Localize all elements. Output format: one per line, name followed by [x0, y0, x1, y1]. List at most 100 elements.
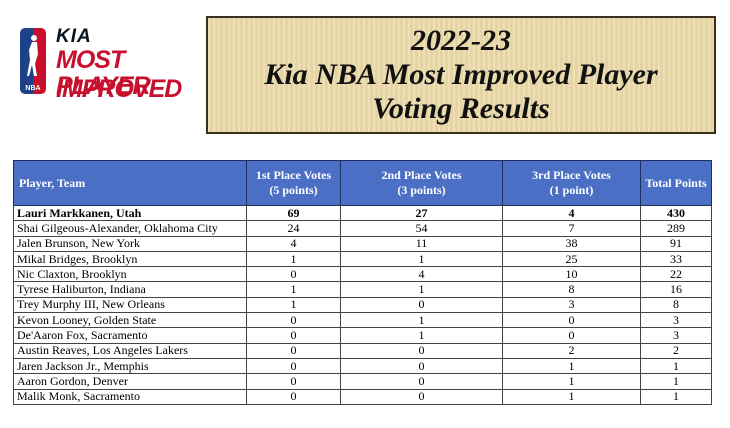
table-row: Tyrese Haliburton, Indiana 1 1 8 16 [13, 281, 712, 298]
table-row: Shai Gilgeous-Alexander, Oklahoma City 24… [13, 220, 712, 237]
table-row: Nic Claxton, Brooklyn 0 4 10 22 [13, 266, 712, 283]
cell-second: 1 [340, 281, 503, 298]
header-first-place-points: (5 points) [269, 183, 318, 197]
cell-second: 1 [340, 327, 503, 344]
title-subtitle: Voting Results [372, 92, 550, 125]
table-row: Austin Reaves, Los Angeles Lakers 0 0 2 2 [13, 342, 712, 359]
cell-player: Jaren Jackson Jr., Memphis [13, 357, 247, 375]
voting-results-table: Player, Team 1st Place Votes (5 points) … [13, 160, 712, 405]
logo-line-player: PLAYER [56, 72, 151, 100]
cell-total: 33 [640, 250, 712, 268]
cell-total: 22 [640, 266, 712, 283]
cell-first: 24 [246, 220, 341, 237]
cell-second: 27 [340, 204, 503, 222]
cell-total: 1 [640, 373, 712, 390]
cell-first: 1 [246, 296, 341, 314]
header-first-place: 1st Place Votes (5 points) [246, 160, 341, 206]
cell-second: 0 [340, 373, 503, 390]
cell-first: 0 [246, 266, 341, 283]
cell-third: 8 [502, 281, 641, 298]
cell-second: 0 [340, 342, 503, 359]
cell-first: 0 [246, 357, 341, 375]
cell-player: De'Aaron Fox, Sacramento [13, 327, 247, 344]
cell-first: 0 [246, 388, 341, 405]
kia-logo-text: KIA [56, 26, 92, 47]
cell-third: 4 [502, 204, 641, 222]
cell-first: 69 [246, 204, 341, 222]
cell-third: 3 [502, 296, 641, 314]
cell-total: 8 [640, 296, 712, 314]
cell-first: 0 [246, 373, 341, 390]
cell-total: 3 [640, 327, 712, 344]
cell-player: Trey Murphy III, New Orleans [13, 296, 247, 314]
cell-second: 0 [340, 357, 503, 375]
nba-logo-icon: NBA [20, 28, 46, 94]
cell-first: 1 [246, 250, 341, 268]
header-player-team: Player, Team [13, 160, 247, 206]
header-first-place-label: 1st Place Votes [255, 168, 332, 182]
cell-third: 7 [502, 220, 641, 237]
cell-first: 0 [246, 327, 341, 344]
title-award: Kia NBA Most Improved Player [264, 58, 658, 91]
table-row: Malik Monk, Sacramento 0 0 1 1 [13, 388, 712, 405]
cell-third: 2 [502, 342, 641, 359]
table-row: Lauri Markkanen, Utah 69 27 4 430 [13, 204, 712, 222]
cell-third: 1 [502, 373, 641, 390]
cell-first: 0 [246, 312, 341, 329]
cell-first: 4 [246, 235, 341, 252]
cell-total: 91 [640, 235, 712, 252]
cell-player: Jalen Brunson, New York [13, 235, 247, 252]
cell-player: Nic Claxton, Brooklyn [13, 266, 247, 283]
cell-third: 1 [502, 388, 641, 405]
cell-total: 3 [640, 312, 712, 329]
header-second-place-label: 2nd Place Votes [381, 168, 462, 182]
table-row: De'Aaron Fox, Sacramento 0 1 0 3 [13, 327, 712, 344]
cell-second: 0 [340, 296, 503, 314]
cell-second: 11 [340, 235, 503, 252]
cell-player: Shai Gilgeous-Alexander, Oklahoma City [13, 220, 247, 237]
table-body: Lauri Markkanen, Utah 69 27 4 430 Shai Gilgeo… [13, 204, 712, 405]
header-total-points: Total Points [640, 160, 712, 206]
header-third-place-label: 3rd Place Votes [532, 168, 611, 182]
cell-player: Austin Reaves, Los Angeles Lakers [13, 342, 247, 359]
header-third-place-points: (1 point) [549, 183, 594, 197]
cell-player: Kevon Looney, Golden State [13, 312, 247, 329]
header-second-place: 2nd Place Votes (3 points) [340, 160, 503, 206]
cell-total: 2 [640, 342, 712, 359]
cell-player: Lauri Markkanen, Utah [13, 204, 247, 222]
cell-total: 16 [640, 281, 712, 298]
cell-player: Tyrese Haliburton, Indiana [13, 281, 247, 298]
header-third-place: 3rd Place Votes (1 point) [502, 160, 641, 206]
cell-third: 0 [502, 327, 641, 344]
cell-total: 1 [640, 388, 712, 405]
cell-second: 1 [340, 312, 503, 329]
cell-second: 4 [340, 266, 503, 283]
cell-total: 289 [640, 220, 712, 237]
table-header-row: Player, Team 1st Place Votes (5 points) … [13, 160, 712, 206]
logo-line-most-improved: MOST IMPROVED [56, 46, 182, 103]
nba-silhouette-icon [27, 35, 38, 76]
table-row: Mikal Bridges, Brooklyn 1 1 25 33 [13, 250, 712, 268]
header-second-place-points: (3 points) [397, 183, 446, 197]
title-season: 2022-23 [411, 24, 511, 57]
table-row: Jaren Jackson Jr., Memphis 0 0 1 1 [13, 357, 712, 375]
cell-third: 25 [502, 250, 641, 268]
cell-player: Malik Monk, Sacramento [13, 388, 247, 405]
table-row: Jalen Brunson, New York 4 11 38 91 [13, 235, 712, 252]
cell-first: 0 [246, 342, 341, 359]
title-banner: 2022-23 Kia NBA Most Improved Player Vot… [206, 16, 716, 134]
cell-player: Mikal Bridges, Brooklyn [13, 250, 247, 268]
cell-third: 1 [502, 357, 641, 375]
cell-second: 0 [340, 388, 503, 405]
cell-third: 38 [502, 235, 641, 252]
table-row: Kevon Looney, Golden State 0 1 0 3 [13, 312, 712, 329]
cell-total: 430 [640, 204, 712, 222]
cell-player: Aaron Gordon, Denver [13, 373, 247, 390]
most-improved-player-logo: NBA KIA MOST IMPROVED PLAYER [20, 26, 200, 106]
nba-badge-text: NBA [25, 85, 41, 92]
cell-first: 1 [246, 281, 341, 298]
cell-third: 0 [502, 312, 641, 329]
cell-second: 54 [340, 220, 503, 237]
cell-third: 10 [502, 266, 641, 283]
table-row: Trey Murphy III, New Orleans 1 0 3 8 [13, 296, 712, 314]
